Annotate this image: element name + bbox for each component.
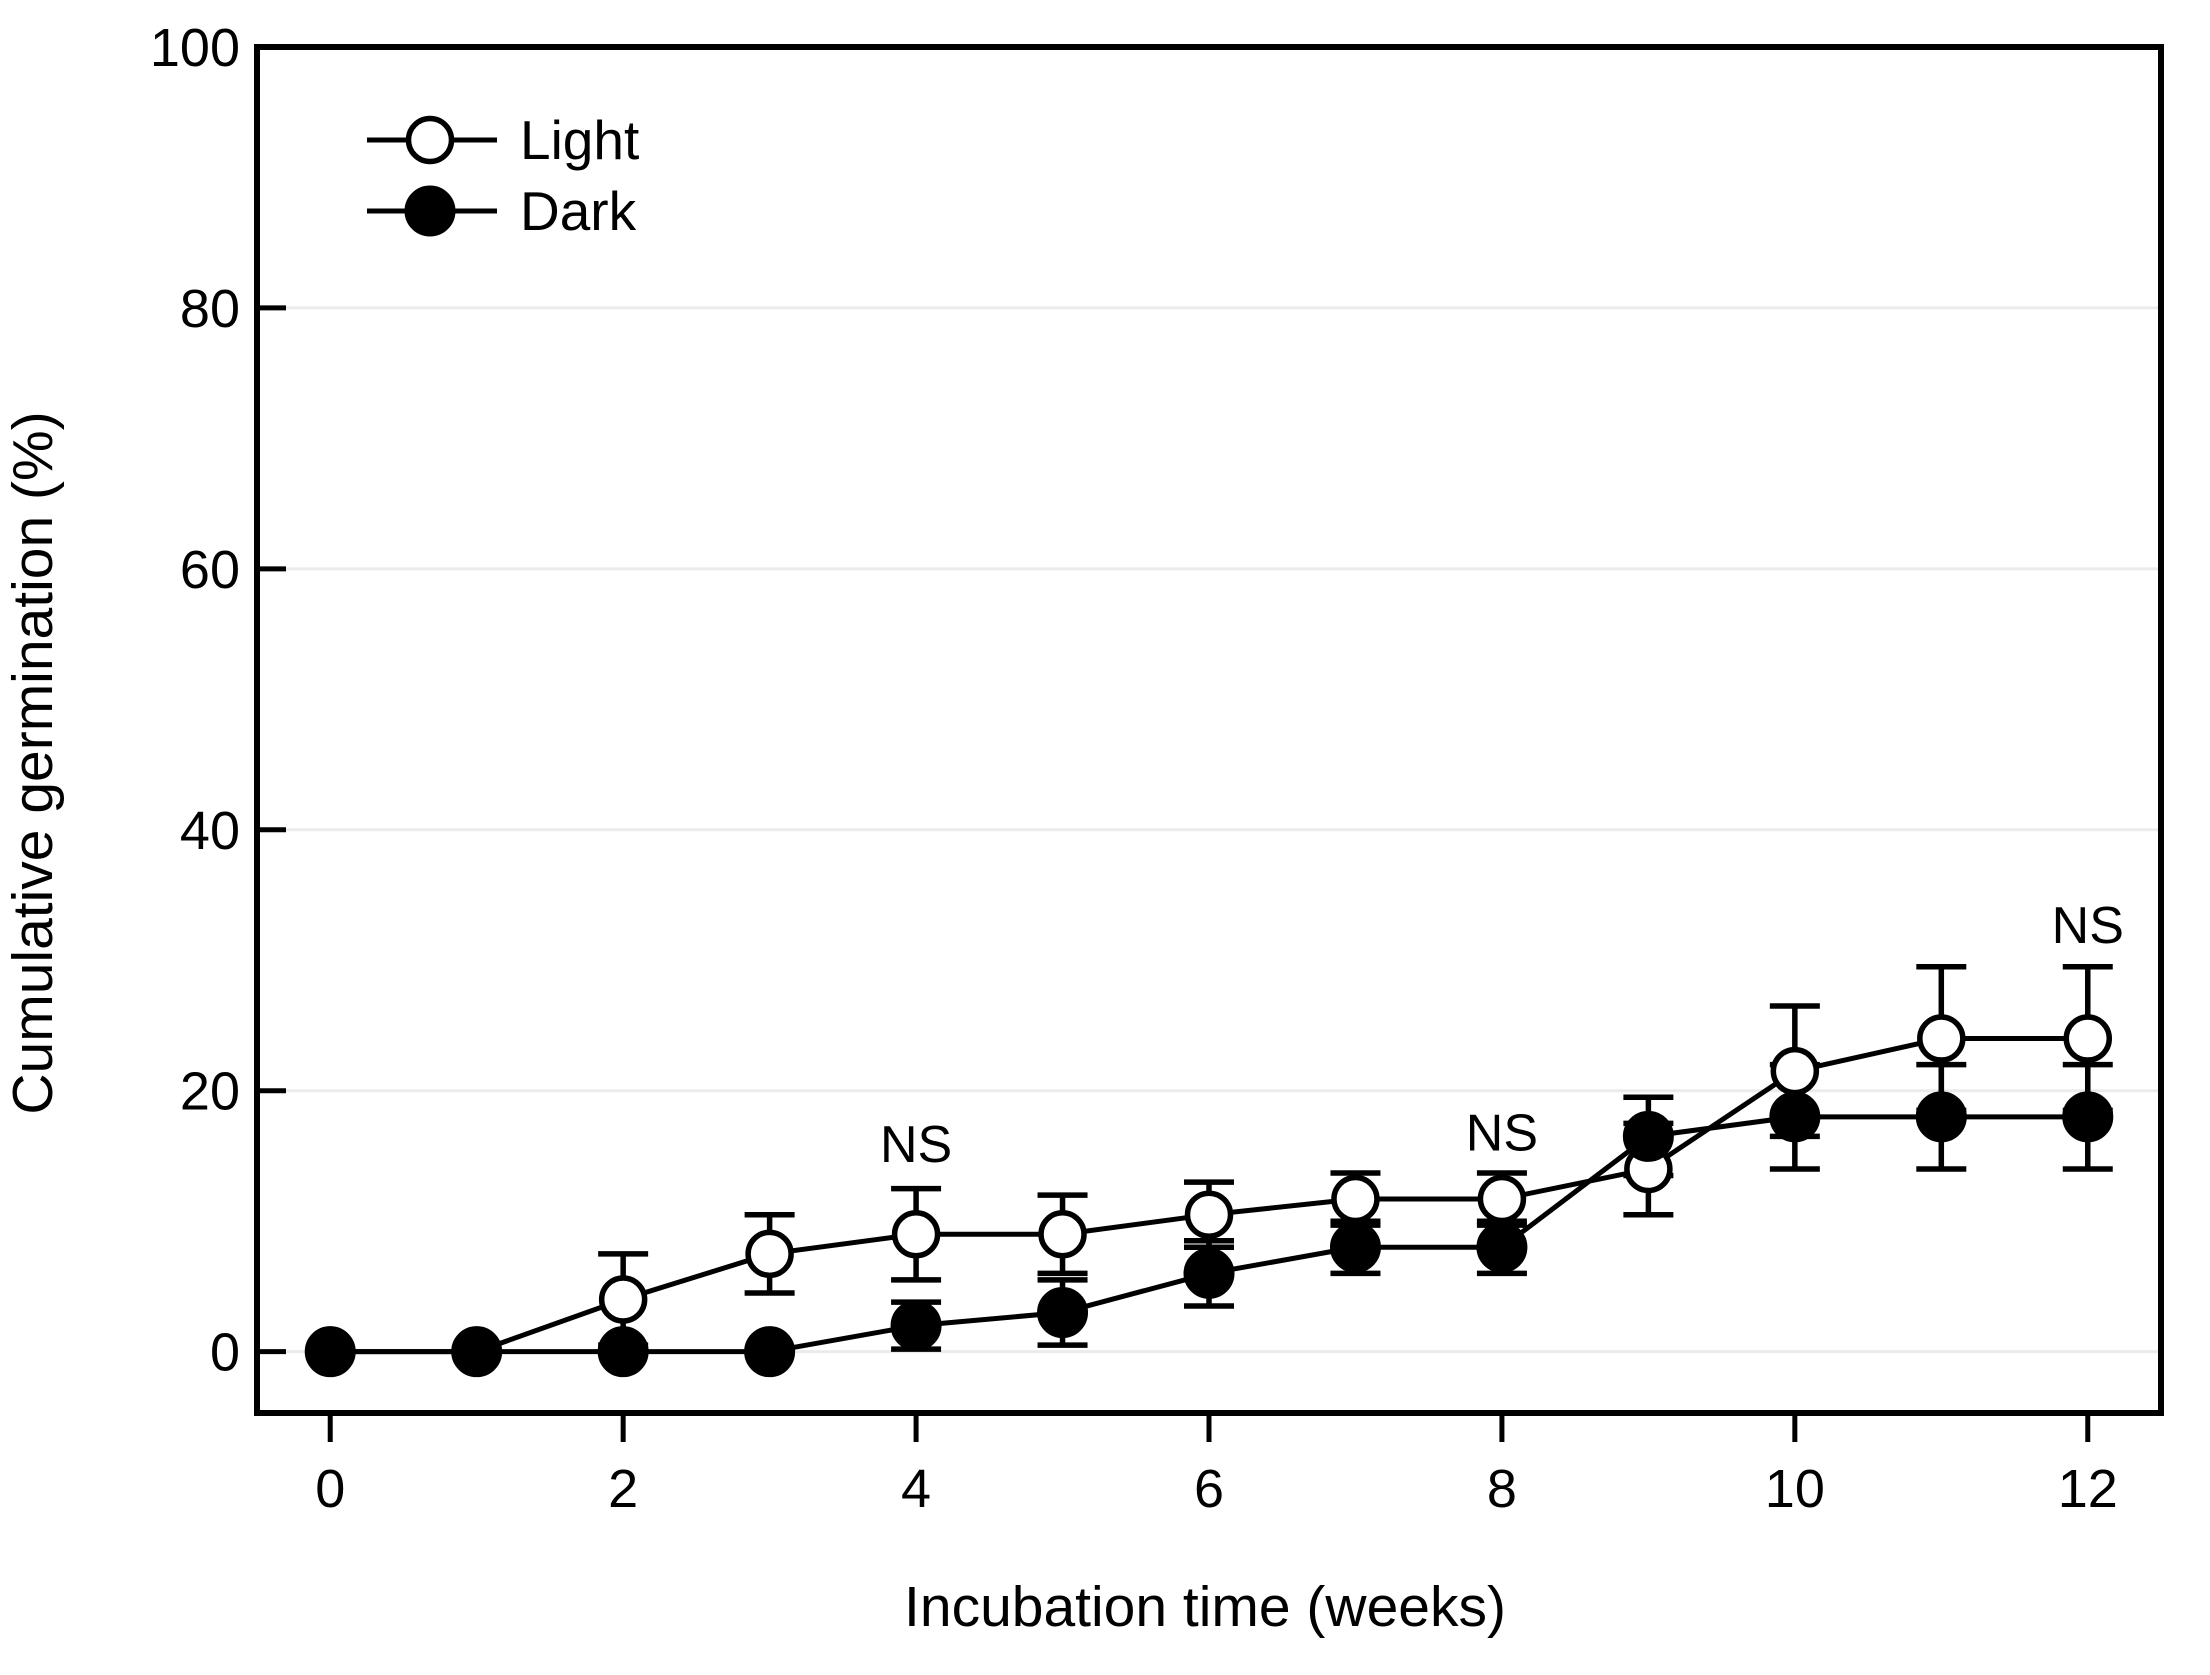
x-tick-label-0: 0 [315,1459,345,1519]
data-point-light-week-12 [2063,1014,2113,1063]
y-tick-label-100: 100 [150,18,240,78]
data-point-dark-week-4 [890,1300,942,1352]
data-point-dark-week-10 [1769,1091,1821,1143]
legend-item-light: Light [367,109,639,171]
data-point-light-week-3 [745,1229,794,1279]
data-point-light-week-6 [1184,1190,1234,1239]
x-tick-label-4: 4 [901,1459,931,1519]
annotation-ns-week-12: NS [2052,897,2124,955]
y-axis-title: Cumulative germination (%) [1,411,65,1114]
y-tick-label-40: 40 [180,801,240,861]
data-point-light-week-5 [1038,1210,1087,1259]
data-point-dark-week-11 [1915,1091,1967,1143]
data-point-light-week-4 [891,1210,941,1259]
data-point-dark-week-12 [2062,1091,2114,1143]
x-tick-label-6: 6 [1194,1459,1224,1519]
legend-marker-dark-icon [404,185,456,237]
data-point-light-week-2 [598,1275,648,1324]
data-point-light-week-8 [1477,1174,1527,1224]
legend-label-dark: Dark [520,180,637,242]
x-tick-label-2: 2 [608,1459,638,1519]
data-point-dark-week-6 [1183,1247,1235,1299]
x-tick-label-12: 12 [2058,1459,2118,1519]
annotation-ns-week-8: NS [1466,1104,1538,1162]
data-point-dark-week-9 [1622,1110,1674,1162]
data-point-dark-week-2 [597,1326,649,1378]
legend-marker-light-icon [405,115,455,165]
x-tick-label-8: 8 [1487,1459,1517,1519]
plot-frame [254,44,2164,1416]
legend-label-light: Light [520,109,639,171]
data-point-dark-week-1 [451,1326,503,1378]
data-point-dark-week-7 [1329,1221,1381,1273]
data-point-light-week-7 [1331,1174,1380,1224]
annotation-ns-week-4: NS [880,1116,952,1174]
data-point-light-week-10 [1770,1046,1820,1096]
x-tick-label-10: 10 [1765,1459,1825,1519]
x-axis-title: Incubation time (weeks) [904,1575,1506,1639]
legend-item-dark: Dark [367,180,637,242]
data-point-dark-week-5 [1037,1287,1089,1339]
data-point-dark-week-3 [744,1326,796,1378]
y-tick-label-0: 0 [210,1323,240,1383]
data-point-dark-week-8 [1476,1221,1528,1273]
data-point-light-week-11 [1917,1014,1966,1063]
data-point-dark-week-0 [304,1326,356,1378]
y-tick-label-60: 60 [180,540,240,600]
y-tick-label-20: 20 [180,1062,240,1122]
y-tick-label-80: 80 [180,279,240,339]
